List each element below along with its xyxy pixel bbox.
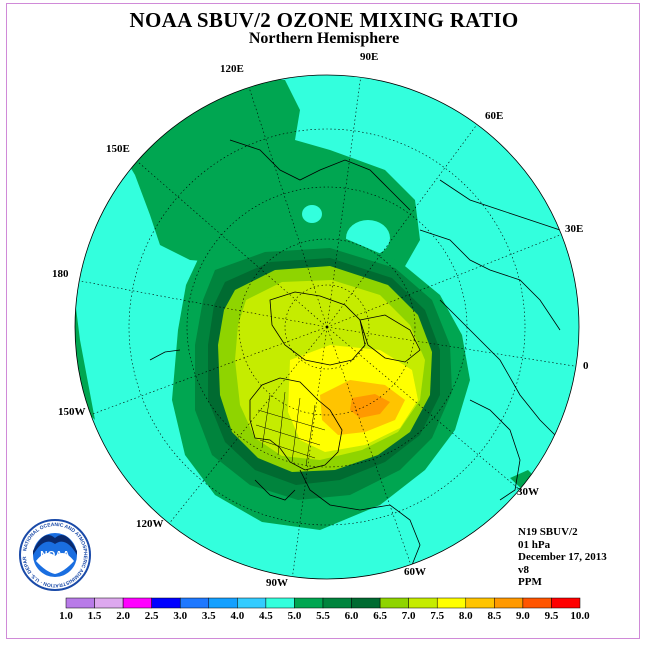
color-legend-tick-label: 4.0 xyxy=(230,610,244,622)
lon-label-180: 180 xyxy=(52,268,69,280)
lon-label-0: 0 xyxy=(583,360,589,372)
lon-label-60e: 60E xyxy=(485,110,504,122)
color-legend-tick-label: 1.5 xyxy=(88,610,102,622)
color-legend-tick-label: 8.0 xyxy=(459,610,473,622)
state-boundaries xyxy=(255,391,326,467)
lon-label-30e: 30E xyxy=(565,223,584,235)
lon-label-60w: 60W xyxy=(404,566,426,578)
map-disk-outline xyxy=(74,74,580,580)
color-legend-swatch xyxy=(294,597,324,609)
color-legend-tick-label: 3.5 xyxy=(202,610,216,622)
color-legend-swatch xyxy=(379,597,409,609)
color-legend-tick-label: 5.0 xyxy=(288,610,302,622)
page-subtitle: Northern Hemisphere xyxy=(248,30,400,47)
color-legend-swatch xyxy=(322,597,352,609)
pressure-level-label: 01 hPa xyxy=(518,538,551,551)
color-legend-swatch xyxy=(351,597,381,609)
version-label: v8 xyxy=(518,563,529,576)
color-legend-labels: 1.0 1.5 2.0 2.5 3.0 3.5 4.0 4.5 5.0 5.5 6.0 6.5 7.0 7… xyxy=(59,610,590,622)
page-frame xyxy=(6,3,640,639)
lon-label-150w: 150W xyxy=(58,406,86,418)
color-legend-swatch xyxy=(151,597,181,609)
lon-label-30w: 30W xyxy=(517,486,539,498)
color-legend-swatch xyxy=(465,597,495,609)
color-legend-tick-label: 5.5 xyxy=(316,610,330,622)
lon-label-150e: 150E xyxy=(106,143,130,155)
color-legend-swatch xyxy=(436,597,467,609)
color-legend-swatch xyxy=(551,597,581,609)
color-legend-swatches xyxy=(65,597,581,609)
field-hole-small xyxy=(302,205,322,223)
color-legend-tick-label: 2.5 xyxy=(145,610,159,622)
color-legend-swatch xyxy=(179,597,210,609)
color-legend-tick-label: 9.5 xyxy=(545,610,559,622)
color-legend-swatch xyxy=(237,597,267,609)
lon-label-120e: 120E xyxy=(220,63,244,75)
color-legend-tick-label: 8.5 xyxy=(487,610,501,622)
color-legend-swatch xyxy=(208,597,238,609)
color-legend-swatch xyxy=(408,597,438,609)
color-legend-tick-label: 9.0 xyxy=(516,610,530,622)
color-legend-tick-label: 1.0 xyxy=(59,610,73,622)
color-legend-tick-label: 7.0 xyxy=(402,610,416,622)
color-legend-swatch xyxy=(522,597,552,609)
coastlines xyxy=(149,139,561,571)
field-8.5-9.0 xyxy=(350,394,390,418)
color-legend-tick-label: 2.0 xyxy=(116,610,130,622)
color-legend-tick-label: 6.0 xyxy=(345,610,359,622)
lon-label-120w: 120W xyxy=(136,518,164,530)
page-title: NOAA SBUV/2 OZONE MIXING RATIO xyxy=(129,8,519,32)
color-legend-swatch xyxy=(122,597,152,609)
lon-label-90e: 90E xyxy=(360,51,379,63)
color-legend-tick-label: 6.5 xyxy=(373,610,387,622)
graticule xyxy=(75,75,579,579)
info-block: N19 SBUV/2 01 hPa December 17, 2013 v8 P… xyxy=(518,526,607,589)
color-legend-swatch xyxy=(494,597,524,609)
date-label: December 17, 2013 xyxy=(518,551,607,563)
logo-text: NOAA xyxy=(40,550,69,561)
noaa-logo: NATIONAL OCEANIC AND ATMOSPHERIC ADMINIS… xyxy=(18,518,91,591)
color-legend-tick-label: 7.5 xyxy=(430,610,444,622)
color-legend-swatch xyxy=(265,597,295,609)
color-legend-tick-label: 4.5 xyxy=(259,610,273,622)
color-legend-tick-label: 3.0 xyxy=(173,610,187,622)
lon-label-90w: 90W xyxy=(266,577,288,589)
instrument-label: N19 SBUV/2 xyxy=(518,526,578,538)
color-legend-swatch xyxy=(65,597,95,609)
units-label: PPM xyxy=(518,576,542,588)
color-legend-tick-label: 10.0 xyxy=(570,610,590,622)
color-legend-swatch xyxy=(94,597,124,609)
